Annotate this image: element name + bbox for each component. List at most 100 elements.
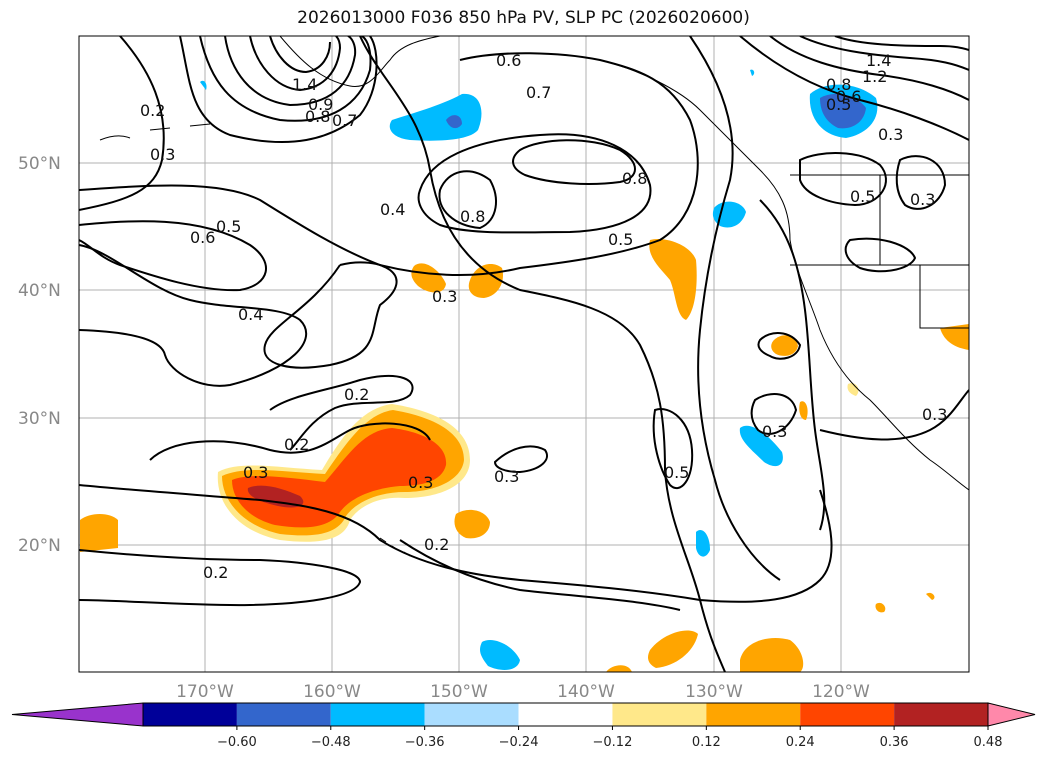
coastline-alaska — [279, 36, 441, 87]
map-panel — [79, 36, 969, 672]
colorbar-extend-min — [11, 702, 144, 727]
contour-line — [269, 374, 414, 451]
colorbar-segment — [612, 703, 707, 726]
contour-label: 1.2 — [862, 67, 887, 86]
contour-label: 0.9 — [308, 95, 333, 114]
pv-neg-core-2 — [820, 93, 866, 129]
contour-line — [769, 36, 969, 101]
contour-line — [399, 539, 681, 611]
contour-labels: 1.4 0.9 0.8 0.7 0.6 0.7 0.8 0.8 0.5 0.4 … — [140, 51, 947, 582]
lon-label: 150°W — [430, 682, 488, 702]
lon-label: 130°W — [685, 682, 743, 702]
contour-label: 0.2 — [284, 435, 309, 454]
pv-neg-patch-6 — [480, 640, 520, 670]
contour-label: 0.8 — [622, 169, 647, 188]
lat-label: 30°N — [18, 409, 61, 429]
contour-label: 0.3 — [910, 190, 935, 209]
lon-label: 140°W — [557, 682, 615, 702]
contour-label: 0.8 — [460, 207, 485, 226]
contour-label: 0.2 — [344, 385, 369, 404]
lat-axis: 50°N 40°N 30°N 20°N — [18, 154, 61, 556]
contour-line — [799, 152, 887, 207]
contour-label: 0.6 — [496, 51, 521, 70]
contour-label: 0.3 — [494, 467, 519, 486]
colorbar-tick-label: −0.12 — [593, 735, 633, 750]
contour-line — [179, 36, 378, 144]
contour-line — [799, 36, 969, 71]
contour-line — [79, 36, 165, 211]
lon-label: 120°W — [812, 682, 870, 702]
lat-label: 50°N — [18, 154, 61, 174]
colorbar-tick-label: 0.36 — [880, 735, 909, 750]
colorbar-segment — [330, 703, 425, 726]
contour-label: 0.8 — [305, 107, 330, 126]
colorbar-tick-label: −0.36 — [405, 735, 445, 750]
contour-label: 0.3 — [878, 125, 903, 144]
contour-line — [759, 199, 826, 531]
coastline-north-america — [599, 59, 969, 491]
contour-line — [79, 549, 362, 607]
colorbar-outline — [142, 702, 989, 727]
contour-label: 0.2 — [424, 535, 449, 554]
contour-line — [79, 244, 307, 387]
colorbar: −0.60 −0.48 −0.36 −0.24 −0.12 0.12 0.24 0.36 0.4… — [11, 702, 1036, 750]
lat-label: 40°N — [18, 281, 61, 301]
contour-label: 0.5 — [664, 463, 689, 482]
colorbar-segment — [800, 703, 895, 726]
contour-line — [844, 237, 917, 273]
contour-line — [512, 139, 636, 185]
colorbar-tick-label: 0.12 — [692, 735, 721, 750]
contour-line — [438, 170, 497, 230]
pv-pos-patch-9 — [740, 638, 804, 672]
coastline-hawaii — [379, 537, 411, 557]
lon-axis: 170°W 160°W 150°W 140°W 130°W 120°W — [176, 682, 870, 702]
contour-label: 0.7 — [332, 111, 357, 130]
pv-pos-patch-12 — [926, 592, 935, 600]
lon-label: 160°W — [303, 682, 361, 702]
contour-label: 0.2 — [203, 563, 228, 582]
contour-line — [493, 445, 548, 474]
pv-pos-patch-6 — [799, 401, 808, 420]
colorbar-tick-label: −0.60 — [217, 735, 257, 750]
contour-line — [834, 36, 969, 51]
contour-label: 0.5 — [850, 187, 875, 206]
contour-line — [652, 408, 694, 490]
contour-line — [359, 36, 726, 672]
colorbar-extend-max — [987, 702, 1036, 727]
pv-pos-patch-10 — [606, 665, 632, 672]
contour-line — [689, 36, 781, 581]
contour-line — [79, 220, 267, 292]
contour-line — [750, 393, 798, 435]
contour-line — [757, 332, 802, 360]
pv-pos-patch-1 — [454, 509, 490, 539]
state-borders — [790, 174, 969, 329]
colorbar-segment — [518, 703, 613, 726]
contour-label: 0.3 — [243, 463, 268, 482]
contour-label: 0.4 — [380, 200, 405, 219]
colorbar-segment — [143, 703, 237, 726]
contour-line — [819, 389, 969, 441]
colorbar-segment — [706, 703, 801, 726]
pv-neg-patch-8 — [750, 69, 755, 76]
contour-line — [263, 261, 398, 369]
contour-label: 0.7 — [526, 83, 551, 102]
contour-label: 0.3 — [922, 405, 947, 424]
pv-neg-patch-7 — [200, 80, 207, 90]
colorbar-tick-label: −0.48 — [311, 735, 351, 750]
map-title: 2026013000 F036 850 hPa PV, SLP PC (2026… — [297, 8, 750, 28]
pv-pos-core — [247, 485, 304, 508]
contour-label: 0.3 — [432, 287, 457, 306]
coastline-aleutians — [99, 123, 211, 141]
contour-label: 0.3 — [762, 422, 787, 441]
contour-label: 1.4 — [292, 75, 317, 94]
contour-line — [149, 422, 431, 461]
contour-label: 1.4 — [866, 51, 891, 70]
colorbar-segment — [236, 703, 331, 726]
coastlines — [99, 36, 969, 557]
pv-pos-patch-2 — [411, 263, 446, 293]
colorbar-segment — [424, 703, 519, 726]
contour-line — [739, 36, 969, 141]
contour-label: 0.6 — [836, 87, 861, 106]
lat-label: 20°N — [18, 536, 61, 556]
pv-pos-patch-5 — [771, 335, 798, 356]
